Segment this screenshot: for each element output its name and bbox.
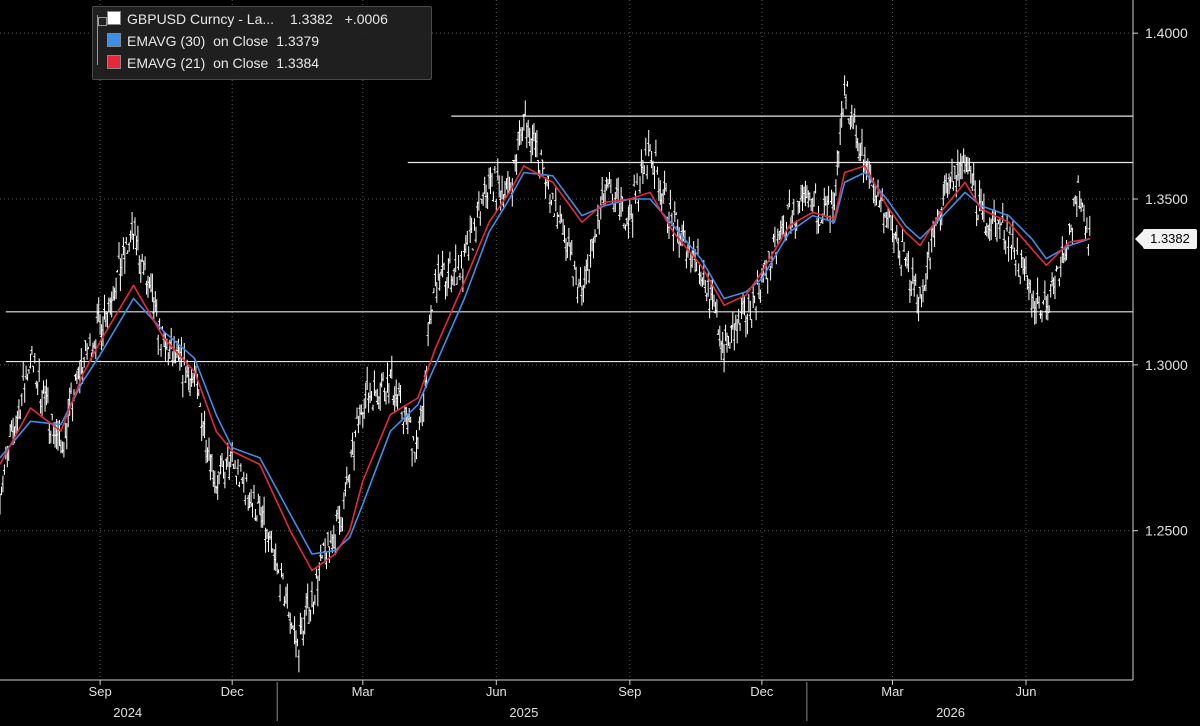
- ema30-line: [0, 171, 1091, 555]
- y-tick-label: 1.3500: [1145, 191, 1188, 207]
- x-tick-label: Jun: [486, 684, 507, 699]
- legend-price-swatch: [107, 11, 121, 25]
- price-bars: [0, 75, 1091, 673]
- horizontal-levels: [5, 115, 1133, 363]
- year-label: 2025: [509, 705, 538, 720]
- y-tick-label: 1.2500: [1145, 523, 1188, 539]
- legend-price[interactable]: GBPUSD Curncy - La... 1.3382 +.0006: [107, 9, 388, 29]
- year-label: 2026: [936, 705, 965, 720]
- x-tick-label: Mar: [881, 684, 904, 699]
- last-value-label: 1.3382: [1135, 229, 1197, 249]
- ema21-line: [0, 165, 1090, 572]
- legend-ema30-label: EMAVG (30) on Close: [127, 33, 269, 49]
- x-tick-label: Sep: [618, 684, 641, 699]
- legend-ema21-swatch: [107, 55, 121, 69]
- ema-layer: [0, 165, 1091, 572]
- x-tick-label: Dec: [221, 684, 245, 699]
- x-tick-label: Jun: [1016, 684, 1037, 699]
- year-label: 2024: [113, 705, 142, 720]
- y-tick-label: 1.4000: [1145, 25, 1188, 41]
- legend-ema30-value: 1.3379: [276, 33, 320, 49]
- legend-ema21-value: 1.3384: [276, 55, 320, 71]
- legend-ema21-label: EMAVG (21) on Close: [127, 55, 269, 71]
- collapse-box-icon[interactable]: [98, 17, 107, 26]
- legend-tree: [97, 15, 107, 65]
- legend-ema21[interactable]: EMAVG (21) on Close 1.3384: [107, 53, 319, 73]
- y-tick-label: 1.3000: [1145, 357, 1188, 373]
- legend: GBPUSD Curncy - La... 1.3382 +.0006 EMAV…: [92, 6, 432, 80]
- legend-price-label: GBPUSD Curncy - La...: [127, 11, 275, 27]
- x-tick-label: Sep: [89, 684, 112, 699]
- legend-ema30-swatch: [107, 33, 121, 47]
- price-layer: [0, 75, 1091, 673]
- x-tick-label: Dec: [750, 684, 774, 699]
- legend-price-value: 1.3382: [289, 11, 333, 27]
- x-tick-label: Mar: [352, 684, 375, 699]
- legend-price-change: +.0006: [344, 11, 388, 27]
- legend-ema30[interactable]: EMAVG (30) on Close 1.3379: [107, 31, 319, 51]
